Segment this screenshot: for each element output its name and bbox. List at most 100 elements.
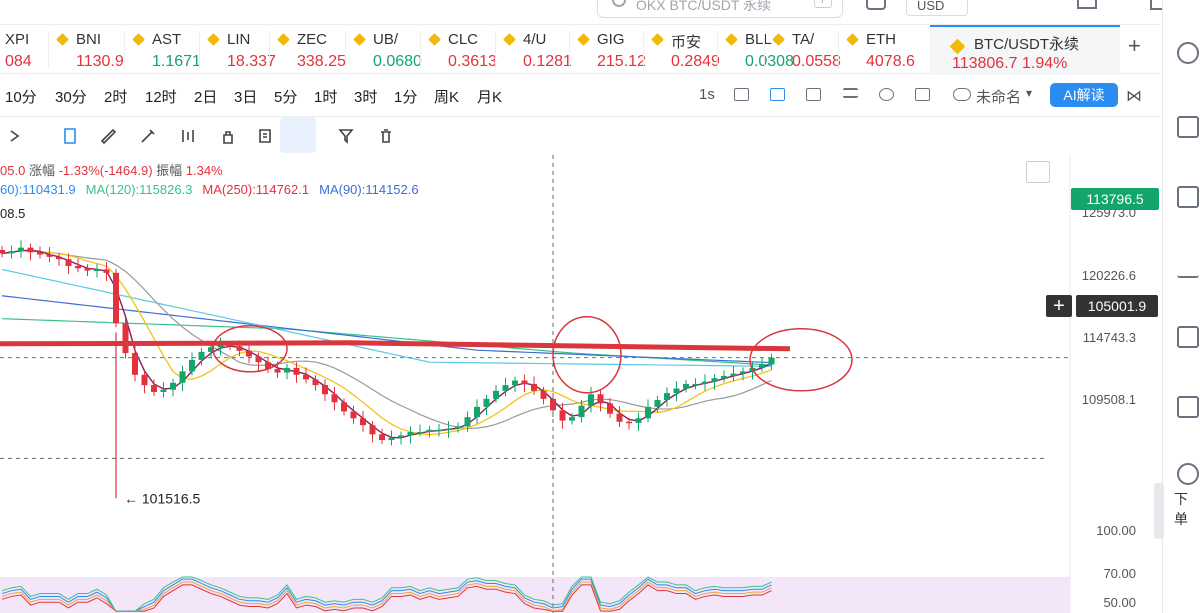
- candle-body: [740, 371, 746, 374]
- interval-option[interactable]: 2时: [104, 89, 128, 106]
- trend-icon[interactable]: [1177, 256, 1199, 278]
- etf-icon[interactable]: [1177, 396, 1199, 418]
- candle-body: [426, 429, 433, 433]
- ticker-price: 0.0558: [792, 53, 841, 70]
- interval-option[interactable]: 2日: [194, 89, 218, 106]
- ticker-symbol: 4/U: [523, 31, 547, 48]
- candle-body: [398, 435, 404, 438]
- coin-diamond-icon: [132, 33, 145, 46]
- bookmark-icon[interactable]: [61, 127, 79, 145]
- candle-body: [103, 269, 110, 273]
- order-label[interactable]: 下单: [1174, 491, 1188, 527]
- cursor-icon[interactable]: [9, 127, 27, 145]
- candle-body: [27, 247, 34, 253]
- chart-area[interactable]: 125973.0 120226.6 114743.3 109508.1 100.00 70…: [0, 155, 1162, 613]
- chart-settings-icon[interactable]: [1177, 42, 1199, 64]
- share-icon[interactable]: ⋈: [1126, 88, 1142, 105]
- candle-body: [388, 437, 395, 441]
- window-icon[interactable]: [1077, 0, 1097, 9]
- price-axis-label: 114743.3: [1083, 330, 1136, 345]
- coin-diamond-icon: [207, 33, 220, 46]
- candle-body: [151, 385, 157, 392]
- filter-icon[interactable]: [337, 127, 355, 145]
- candle-body: [141, 374, 148, 386]
- active-ticker-tab[interactable]: BTC/USDT永续 113806.7 1.94%: [930, 25, 1120, 75]
- cloud-icon[interactable]: [953, 88, 971, 101]
- candlestick-chart[interactable]: 125973.0120226.6114743.3109508.1100.0070…: [0, 155, 1162, 613]
- search-input[interactable]: OKX BTC/USDT 永续 /: [597, 0, 843, 18]
- price-axis-label: 109508.1: [1082, 392, 1136, 407]
- ticker-strip: XPI 084 BNI 1130.9 AST 1.1671 LIN 18.337 ZEC 338.…: [0, 24, 1160, 75]
- ticker-price: 18.337: [227, 53, 276, 70]
- coin-diamond-icon: [772, 33, 785, 46]
- candle-body: [255, 356, 262, 363]
- ma-line-10: [1, 250, 772, 436]
- sidebar-collapse-handle[interactable]: [1154, 483, 1164, 539]
- interval-option[interactable]: 月K: [477, 89, 503, 106]
- camera-icon[interactable]: [734, 88, 749, 101]
- coin-diamond-icon: [428, 33, 441, 46]
- bars-chart-icon[interactable]: [1177, 326, 1199, 348]
- ai-analysis-button[interactable]: AI解读: [1050, 83, 1118, 107]
- candle-body: [464, 417, 471, 427]
- candle-body: [113, 272, 119, 324]
- document-icon[interactable]: [1177, 116, 1199, 138]
- candle-icon[interactable]: [179, 127, 197, 145]
- interval-option[interactable]: 1时: [314, 89, 338, 106]
- pen-icon[interactable]: [770, 88, 785, 101]
- candle-body: [46, 254, 53, 257]
- coin-diamond-icon: [725, 33, 738, 46]
- trash-icon[interactable]: [377, 127, 395, 145]
- interval-option[interactable]: 3日: [234, 89, 258, 106]
- interval-option[interactable]: 3时: [354, 89, 378, 106]
- ticker-divider: [717, 31, 718, 69]
- interval-option[interactable]: 5分: [274, 89, 298, 106]
- interval-option[interactable]: 1分: [394, 89, 418, 106]
- speed-label[interactable]: 1s: [699, 86, 715, 103]
- ma-line-30: [1, 250, 772, 430]
- exchange-icon[interactable]: [1177, 463, 1199, 485]
- lock-icon[interactable]: [219, 127, 237, 145]
- interval-option[interactable]: 12时: [145, 89, 177, 106]
- candle-body: [341, 402, 347, 412]
- candle-body: [293, 367, 300, 375]
- current-price-tag: 113796.5: [1071, 188, 1159, 210]
- ticker-symbol: BNI: [76, 31, 102, 48]
- note-icon[interactable]: [257, 127, 275, 145]
- highlight-circle: [552, 316, 622, 394]
- candle-body: [274, 369, 281, 373]
- interval-option[interactable]: 周K: [434, 89, 460, 106]
- candle-body: [37, 252, 43, 255]
- currency-select[interactable]: USD: [906, 0, 968, 16]
- candle-body: [18, 247, 24, 252]
- legend-value-start: 05.0: [0, 163, 26, 178]
- ticker-price: 1.1671: [152, 53, 201, 70]
- chevron-down-icon[interactable]: ▾: [1026, 86, 1033, 100]
- add-tab-icon[interactable]: +: [1128, 33, 1141, 58]
- dollar-icon[interactable]: [1177, 186, 1199, 208]
- candle-body: [521, 380, 528, 384]
- right-sidebar: [1162, 0, 1200, 613]
- candle-body: [626, 421, 632, 424]
- candle-body: [445, 428, 452, 431]
- expand-icon[interactable]: [1026, 161, 1050, 183]
- candle-body: [683, 383, 689, 389]
- candle-body: [483, 398, 490, 407]
- fullscreen-icon[interactable]: [915, 88, 930, 101]
- interval-option[interactable]: 30分: [55, 89, 87, 106]
- bell-icon[interactable]: [866, 0, 886, 10]
- ticker-divider: [124, 31, 125, 69]
- candle-body: [417, 432, 423, 434]
- brush-icon[interactable]: [139, 127, 157, 145]
- crosshair-price-tag: 105001.9: [1076, 295, 1158, 317]
- ruler-icon[interactable]: [99, 127, 117, 145]
- candle-body: [227, 345, 233, 347]
- layout-name[interactable]: 未命名: [976, 89, 1022, 106]
- ticker-symbol: AST: [152, 31, 182, 48]
- interval-option[interactable]: 10分: [5, 89, 37, 106]
- coin-diamond-icon: [353, 33, 366, 46]
- add-indicator-icon[interactable]: [806, 88, 821, 101]
- menu-icon[interactable]: [843, 88, 858, 98]
- plus-icon[interactable]: +: [1046, 295, 1072, 317]
- gear-icon[interactable]: [879, 88, 894, 101]
